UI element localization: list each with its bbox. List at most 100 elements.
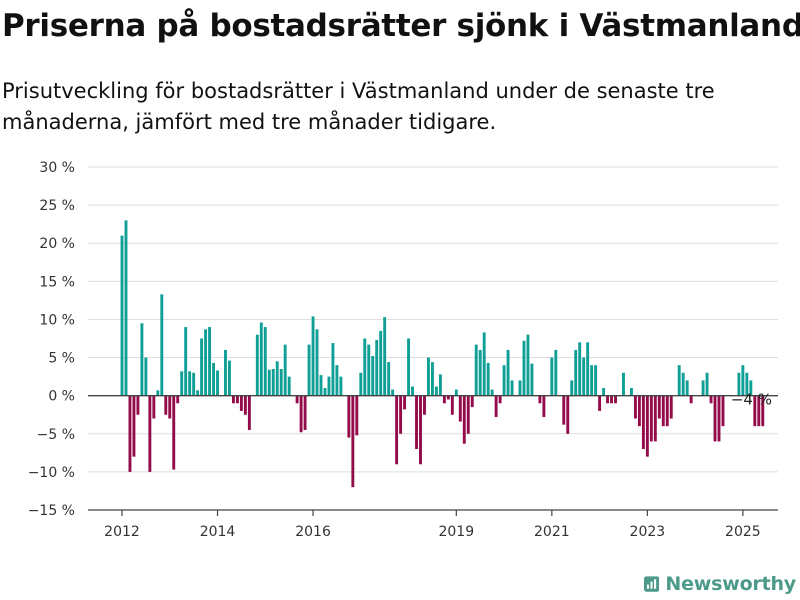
bar bbox=[689, 395, 693, 404]
bar bbox=[164, 395, 168, 415]
bar bbox=[661, 395, 665, 427]
bar bbox=[518, 380, 522, 396]
bar bbox=[510, 380, 514, 396]
bar-chart-logo-icon bbox=[644, 576, 660, 592]
bar bbox=[415, 395, 418, 450]
brand-name: Newsworthy bbox=[665, 573, 796, 595]
bar bbox=[379, 330, 383, 396]
bar bbox=[610, 395, 613, 404]
bar bbox=[586, 342, 590, 396]
bar bbox=[255, 334, 259, 396]
bar bbox=[200, 338, 204, 396]
bar bbox=[486, 362, 490, 396]
bar bbox=[713, 395, 717, 442]
bar bbox=[482, 332, 486, 396]
bar bbox=[120, 235, 124, 396]
bar bbox=[295, 395, 299, 404]
bar bbox=[550, 357, 554, 396]
bar bbox=[637, 395, 641, 427]
bar bbox=[502, 365, 506, 396]
bar bbox=[685, 380, 689, 396]
bar bbox=[494, 395, 498, 418]
bar bbox=[363, 338, 367, 396]
bar bbox=[423, 395, 426, 415]
bar bbox=[526, 334, 530, 396]
bar bbox=[271, 368, 275, 396]
bar bbox=[602, 388, 606, 396]
bar bbox=[192, 372, 196, 396]
bar bbox=[367, 344, 371, 396]
bar bbox=[554, 349, 558, 396]
chart-subtitle: Prisutveckling för bostadsrätter i Västm… bbox=[2, 79, 715, 134]
bar bbox=[212, 362, 215, 396]
axes bbox=[88, 395, 778, 516]
bar bbox=[148, 395, 152, 472]
bar bbox=[399, 395, 403, 434]
bar bbox=[741, 365, 745, 396]
chart-title: Priserna på bostadsrätter sjönk i Västma… bbox=[2, 8, 800, 44]
bar bbox=[168, 395, 172, 419]
bar bbox=[490, 389, 494, 396]
bar bbox=[124, 220, 128, 396]
bar bbox=[622, 372, 625, 396]
bar bbox=[204, 329, 208, 396]
bar bbox=[478, 349, 482, 396]
bar bbox=[657, 395, 661, 419]
bar bbox=[709, 395, 713, 404]
bar bbox=[681, 372, 685, 396]
bar bbox=[606, 395, 610, 404]
bar bbox=[522, 340, 526, 396]
bar bbox=[239, 395, 243, 411]
bar bbox=[749, 380, 753, 396]
bar bbox=[438, 374, 442, 396]
bar bbox=[717, 395, 721, 442]
bar bbox=[156, 390, 160, 396]
newsworthy-brand[interactable]: Newsworthy bbox=[644, 569, 796, 599]
bar bbox=[319, 375, 323, 396]
bar bbox=[184, 327, 188, 396]
bar bbox=[283, 344, 287, 396]
bar bbox=[590, 365, 594, 396]
bar bbox=[629, 388, 633, 396]
y-tick-label: 5 % bbox=[48, 351, 75, 367]
bar bbox=[745, 372, 749, 396]
bar bbox=[614, 395, 617, 404]
bar bbox=[144, 357, 148, 396]
bar bbox=[387, 362, 391, 396]
bar bbox=[140, 323, 144, 396]
y-tick-label: 25 % bbox=[39, 198, 75, 214]
bar bbox=[132, 395, 136, 457]
bar bbox=[737, 372, 741, 396]
bar bbox=[403, 395, 407, 410]
x-tick-label: 2016 bbox=[295, 524, 331, 540]
bar bbox=[530, 363, 534, 396]
bar bbox=[574, 349, 578, 396]
bar bbox=[323, 388, 327, 396]
bar bbox=[677, 365, 681, 396]
bar bbox=[263, 327, 267, 396]
bar bbox=[645, 395, 649, 457]
bar bbox=[331, 343, 335, 396]
bar bbox=[442, 395, 446, 404]
bar bbox=[641, 395, 645, 450]
y-tick-label: 15 % bbox=[39, 274, 75, 290]
bars bbox=[120, 220, 765, 488]
labels: 30 % 25 % 20 % 15 % 10 % 5 % 0 % −5 % −10 % −15 %… bbox=[28, 160, 772, 540]
bar bbox=[669, 395, 673, 419]
bar bbox=[466, 395, 470, 434]
bar bbox=[327, 376, 331, 396]
bar bbox=[430, 362, 434, 396]
bar bbox=[411, 386, 414, 396]
y-tick-label: 20 % bbox=[39, 236, 75, 252]
bar bbox=[347, 395, 351, 438]
bar bbox=[474, 344, 478, 396]
bar bbox=[375, 340, 379, 396]
bar bbox=[701, 380, 705, 396]
x-tick-label: 2025 bbox=[725, 524, 761, 540]
bar bbox=[335, 365, 339, 396]
bar bbox=[359, 372, 363, 396]
bar bbox=[462, 395, 466, 444]
x-tick-label: 2012 bbox=[104, 524, 140, 540]
bar bbox=[653, 395, 657, 442]
